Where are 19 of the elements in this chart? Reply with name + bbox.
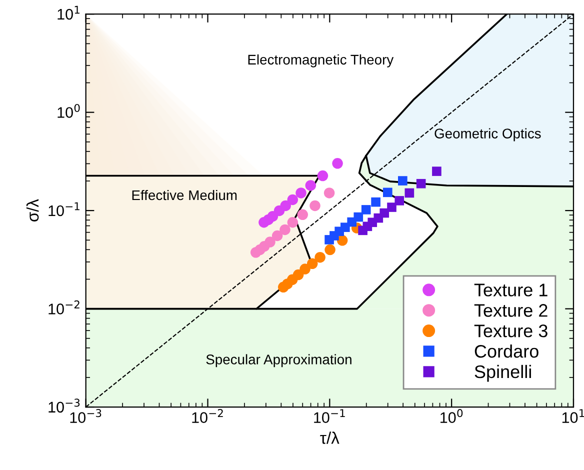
legend-label: Cordaro — [474, 344, 538, 358]
annotation: Electromagnetic Theory — [248, 54, 394, 68]
legend-label: Texture 1 — [474, 284, 548, 296]
x-axis-title: τ/λ — [320, 432, 340, 444]
legend-label: Texture 2 — [474, 304, 548, 317]
y-tick-label: 10$^{−1}$ — [48, 202, 80, 216]
annotation: Specular Approximation — [206, 354, 352, 368]
annotation: Geometric Optics — [434, 128, 541, 142]
annotation: Effective Medium — [132, 190, 237, 200]
y-tick-label: 10$^{−2}$ — [48, 300, 80, 314]
legend-label: Spinelli — [474, 364, 531, 382]
x-tick-label: 10$^{−1}$ — [314, 409, 345, 423]
y-axis-title: σ/λ — [26, 199, 39, 222]
x-tick-label: 10$^{0}$ — [440, 409, 463, 423]
y-tick-label: 10$^{1}$ — [58, 6, 80, 20]
y-tick-label: 10$^{0}$ — [58, 104, 80, 118]
legend-label: Texture 3 — [474, 324, 548, 338]
x-tick-label: 10$^{1}$ — [562, 409, 584, 423]
x-tick-label: 10$^{−2}$ — [192, 409, 223, 423]
